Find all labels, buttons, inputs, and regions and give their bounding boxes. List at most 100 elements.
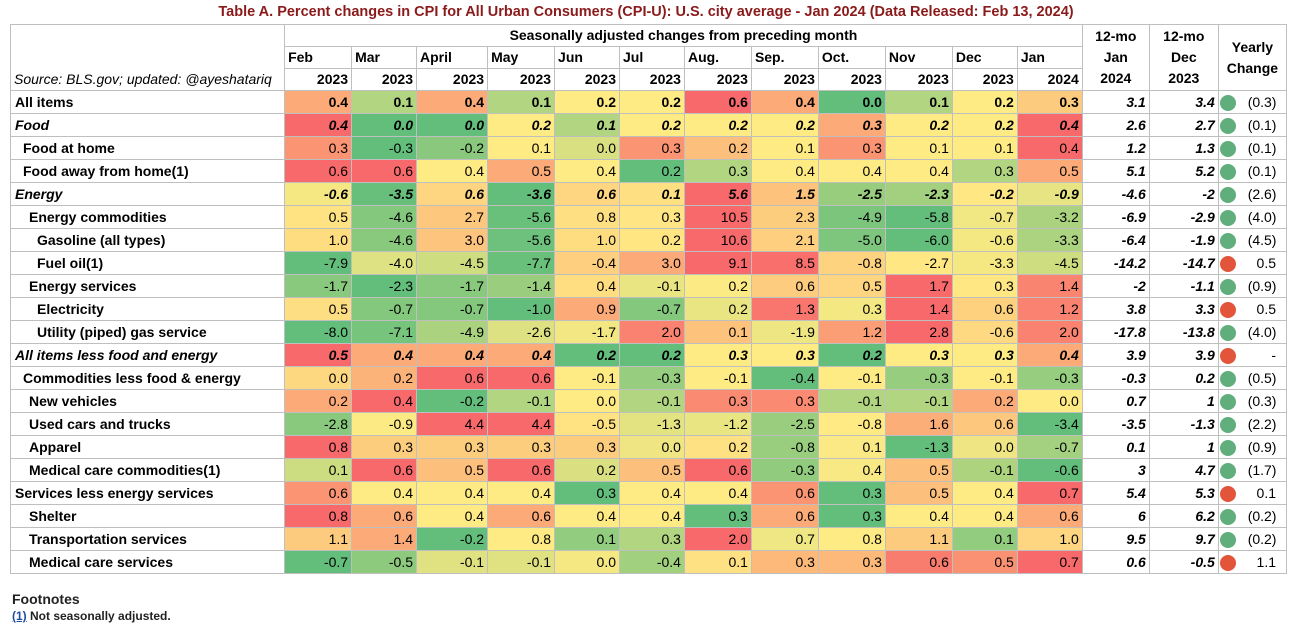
- header-month-0: Feb: [284, 46, 353, 69]
- cell-value: 0.1: [817, 435, 886, 459]
- cell-value: 0.2: [683, 113, 752, 137]
- cell-value: 0.4: [416, 504, 489, 528]
- cell-value: 1.0: [284, 228, 353, 252]
- cell-value: 0.3: [554, 435, 620, 459]
- cell-yearly-change: 1.1: [1244, 550, 1287, 574]
- cell-value: -0.6: [951, 228, 1018, 252]
- cell-value: -3.4: [1016, 412, 1083, 436]
- cell-12mo-jan: -4.6: [1081, 182, 1150, 206]
- header-year-7: 2023: [750, 68, 819, 91]
- cell-value: -0.3: [1016, 366, 1083, 390]
- cell-value: 9.1: [683, 251, 752, 275]
- cell-value: 0.2: [619, 343, 685, 367]
- header-yearly-line1: Yearly: [1231, 38, 1274, 55]
- cell-12mo-dec: -1.1: [1148, 274, 1219, 298]
- indicator-cell: [1217, 136, 1245, 160]
- header-month-8: Oct.: [817, 46, 886, 69]
- cell-value: 0.6: [351, 159, 418, 183]
- cell-12mo-jan: -6.4: [1081, 228, 1150, 252]
- cell-value: 0.6: [351, 458, 418, 482]
- cell-value: 0.9: [554, 297, 620, 321]
- indicator-cell: [1217, 550, 1245, 574]
- cell-value: -1.7: [416, 274, 489, 298]
- cell-yearly-change: 0.5: [1244, 297, 1287, 321]
- cell-value: -0.1: [884, 389, 953, 413]
- cell-value: 0.2: [554, 458, 620, 482]
- cell-value: 0.6: [951, 297, 1018, 321]
- cell-value: 8.5: [750, 251, 819, 275]
- cell-value: 1.4: [1016, 274, 1083, 298]
- cell-value: 0.4: [750, 159, 819, 183]
- cell-value: -8.0: [284, 320, 353, 344]
- cell-yearly-change: (2.6): [1244, 182, 1287, 206]
- green-circle-icon: [1219, 186, 1236, 203]
- cell-value: -7.1: [351, 320, 418, 344]
- cell-value: 0.4: [1016, 113, 1083, 137]
- cell-value: 0.5: [817, 274, 886, 298]
- cell-value: 0.4: [416, 343, 489, 367]
- cell-value: -3.3: [951, 251, 1018, 275]
- table-row: Services less energy services 0.6 0.4 0.4 0.…: [9, 481, 1287, 505]
- table-row: New vehicles 0.2 0.4 -0.2 -0.1 0.0 -0.1 0.3 0.3-…: [9, 389, 1287, 413]
- cell-yearly-change: (4.5): [1244, 228, 1287, 252]
- cell-value: 0.0: [554, 389, 620, 413]
- cell-value: 0.5: [619, 458, 685, 482]
- header-month-3: May: [487, 46, 556, 69]
- cell-value: 0.2: [951, 113, 1018, 137]
- cell-value: 0.3: [619, 527, 685, 551]
- cell-value: 1.1: [284, 527, 353, 551]
- cell-value: 0.2: [884, 113, 953, 137]
- cell-value: -0.2: [416, 389, 489, 413]
- header-12mo-dec: 12-mo Dec 2023: [1148, 24, 1219, 91]
- cell-value: -4.9: [817, 205, 886, 229]
- cell-value: -0.1: [951, 366, 1018, 390]
- footnote-1-text: Not seasonally adjusted.: [26, 609, 171, 623]
- row-label: Shelter: [9, 504, 286, 528]
- cell-value: 0.7: [750, 527, 819, 551]
- cell-value: 0.2: [284, 389, 353, 413]
- header-year-10: 2023: [951, 68, 1018, 91]
- cell-12mo-jan: -3.5: [1081, 412, 1150, 436]
- cell-yearly-change: 0.1: [1244, 481, 1287, 505]
- cell-value: 0.2: [487, 113, 556, 137]
- cell-value: 0.1: [554, 113, 620, 137]
- cell-value: 1.3: [750, 297, 819, 321]
- cell-value: 0.3: [750, 343, 819, 367]
- cell-yearly-change: (0.1): [1244, 159, 1287, 183]
- cell-yearly-change: (0.1): [1244, 136, 1287, 160]
- cell-value: 0.1: [619, 182, 685, 206]
- cell-value: -0.8: [817, 412, 886, 436]
- cell-value: 0.6: [683, 458, 752, 482]
- cell-value: 0.3: [683, 159, 752, 183]
- green-circle-icon: [1219, 416, 1236, 433]
- cell-value: 0.1: [750, 136, 819, 160]
- cell-12mo-dec: 3.4: [1148, 90, 1219, 114]
- table-row: Medical care commodities(1) 0.1 0.6 0.5 0.6 0…: [9, 458, 1287, 482]
- cell-value: 1.1: [884, 527, 953, 551]
- cell-value: 2.0: [1016, 320, 1083, 344]
- table-row: Transportation services 1.1 1.4 -0.2 0.8 0.1 0…: [9, 527, 1287, 551]
- cell-value: -1.3: [619, 412, 685, 436]
- cell-value: -0.1: [619, 274, 685, 298]
- cell-value: 0.7: [1016, 481, 1083, 505]
- cell-12mo-dec: 2.7: [1148, 113, 1219, 137]
- cell-value: 0.5: [284, 205, 353, 229]
- header-month-6: Aug.: [683, 46, 752, 69]
- cell-yearly-change: 0.5: [1244, 251, 1287, 275]
- cell-value: -5.6: [487, 205, 556, 229]
- cell-value: 0.3: [951, 159, 1018, 183]
- cell-value: 0.6: [1016, 504, 1083, 528]
- cell-yearly-change: -: [1244, 343, 1287, 367]
- footnote-1-marker[interactable]: (1): [12, 609, 27, 623]
- cell-yearly-change: (4.0): [1244, 320, 1287, 344]
- cell-12mo-dec: -2: [1148, 182, 1219, 206]
- table-row: Shelter 0.8 0.6 0.4 0.6 0.4 0.4 0.3 0.6 0.3 0.4 0.4…: [9, 504, 1287, 528]
- row-label: Medical care commodities(1): [9, 458, 286, 482]
- cell-12mo-jan: 5.4: [1081, 481, 1150, 505]
- cell-12mo-dec: 6.2: [1148, 504, 1219, 528]
- header-month-2: April: [416, 46, 489, 69]
- header-year-3: 2023: [487, 68, 556, 91]
- cell-value: 0.3: [284, 136, 353, 160]
- indicator-cell: [1217, 159, 1245, 183]
